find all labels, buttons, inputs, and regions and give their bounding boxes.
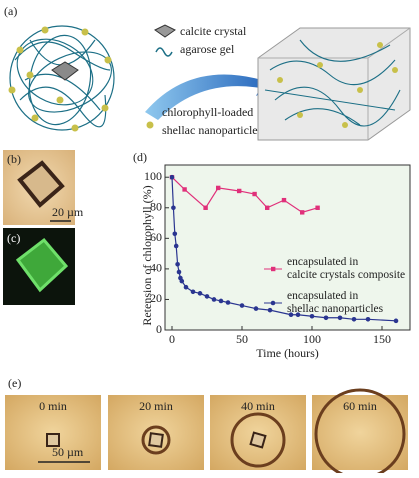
- point: [267, 307, 273, 313]
- point: [323, 315, 329, 321]
- legend-text: encapsulated in shellac nanoparticles: [287, 290, 384, 315]
- legend-text: calcite crystal: [180, 24, 247, 38]
- point: [225, 300, 231, 305]
- point: [315, 205, 320, 210]
- point: [281, 197, 287, 203]
- point: [197, 291, 203, 296]
- point: [172, 231, 178, 237]
- point: [288, 312, 294, 318]
- point: [365, 317, 371, 322]
- legend-marker: [270, 300, 276, 306]
- legend-marker: [271, 266, 276, 272]
- panel-label: (b): [7, 152, 21, 166]
- y-tick-label: 40: [150, 261, 162, 275]
- y-tick-label: 80: [150, 200, 162, 214]
- legend-text: encapsulated in calcite crystals composi…: [287, 256, 406, 281]
- point: [309, 313, 315, 319]
- dissolution-ring: [230, 412, 286, 468]
- legend-text: shellac nanoparticles: [162, 123, 263, 137]
- y-axis-label: Retension of chlorophyll (%): [140, 185, 154, 325]
- point: [182, 187, 187, 192]
- photo-e: [108, 395, 204, 470]
- series-line: [171, 176, 318, 214]
- x-tick-label: 150: [373, 332, 391, 346]
- y-tick-label: 60: [150, 230, 162, 244]
- panel-label: (d): [133, 150, 147, 164]
- arrow: [145, 70, 278, 120]
- scale-text: 20 µm: [52, 205, 84, 219]
- point: [295, 312, 301, 318]
- dissolution-ring: [141, 425, 171, 455]
- photo-e: [312, 395, 408, 470]
- panel-label: (a): [4, 4, 17, 18]
- point: [239, 303, 245, 308]
- point: [173, 243, 179, 249]
- legend-text: chlorophyll-loaded: [162, 105, 253, 119]
- y-tick-label: 0: [156, 322, 162, 336]
- frame-label: 20 min: [139, 399, 173, 413]
- x-tick-label: 0: [169, 332, 175, 346]
- frame-label: 60 min: [343, 399, 377, 413]
- crystal-photo: [249, 431, 267, 449]
- particle-icon: [146, 121, 154, 129]
- point: [300, 210, 305, 215]
- crystal: [51, 61, 79, 81]
- point: [190, 289, 196, 295]
- crystal-photo: [148, 432, 164, 448]
- point: [171, 205, 176, 211]
- point: [203, 205, 208, 210]
- point: [252, 191, 257, 197]
- point: [169, 174, 175, 180]
- point: [216, 185, 221, 191]
- composite-cube: [257, 27, 411, 141]
- crystal-photo: [46, 433, 60, 447]
- crystal-icon: [154, 24, 176, 38]
- frame-label: 0 min: [39, 399, 67, 413]
- photo-e: [210, 395, 306, 470]
- plot-area: [164, 164, 411, 331]
- x-axis-label: Time (hours): [256, 346, 319, 360]
- point: [211, 297, 217, 302]
- dissolution-ring: [314, 388, 406, 478]
- point: [351, 317, 357, 322]
- point: [237, 188, 242, 194]
- y-tick-label: 100: [144, 169, 162, 183]
- point: [265, 205, 270, 210]
- crystal-photo: [17, 160, 65, 208]
- panel-label: (e): [8, 376, 21, 390]
- y-tick-label: 20: [150, 291, 162, 305]
- point: [204, 294, 210, 299]
- frame-label: 40 min: [241, 399, 275, 413]
- point: [337, 315, 343, 321]
- legend-text: agarose gel: [180, 42, 235, 56]
- point: [175, 262, 180, 267]
- point: [176, 269, 182, 275]
- x-tick-label: 50: [236, 332, 248, 346]
- scale-text: 50 µm: [52, 445, 84, 459]
- panel-label: (c): [7, 231, 20, 245]
- photo-e: [5, 395, 101, 470]
- point: [183, 284, 189, 290]
- nanoparticles: [8, 26, 112, 132]
- point: [218, 298, 224, 304]
- point: [179, 278, 185, 284]
- fluorescent-crystal: [15, 237, 69, 293]
- gel-icon: [155, 47, 173, 57]
- point: [393, 318, 399, 324]
- x-tick-label: 100: [303, 332, 321, 346]
- point: [253, 306, 259, 311]
